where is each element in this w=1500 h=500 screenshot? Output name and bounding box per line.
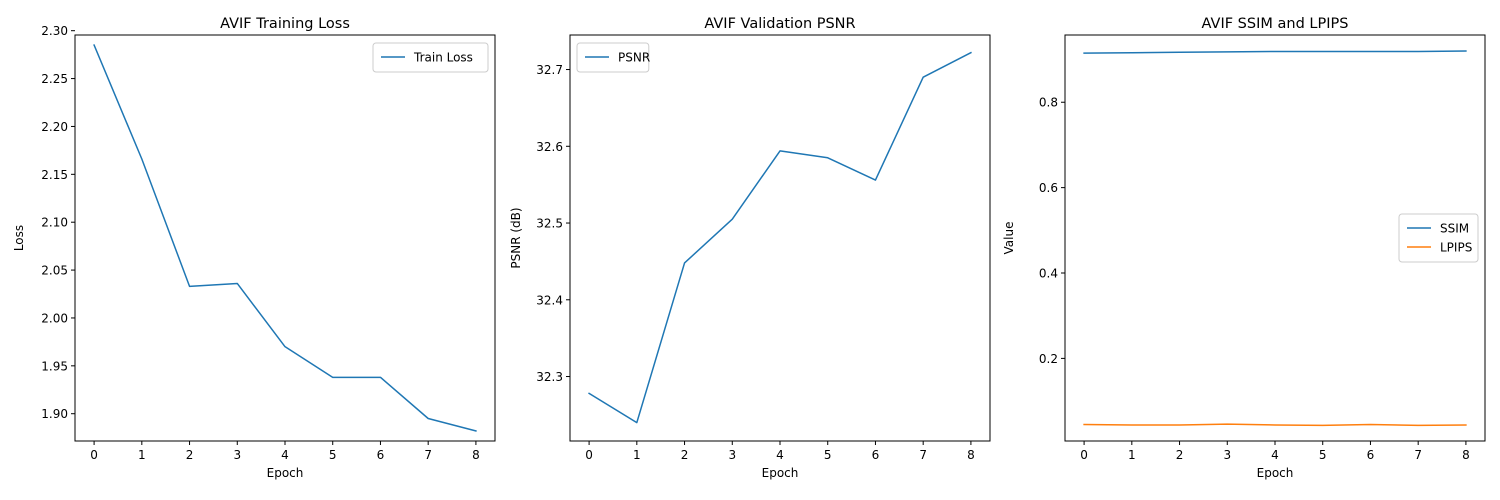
y-tick-label: 0.6 [1039,181,1058,195]
x-axis-label: Epoch [1257,466,1294,480]
chart-panel-1: AVIF Training Loss 0 1 2 3 4 5 6 7 8 1.90 1.95 2.00 2… [12,16,496,480]
x-tick-label: 6 [377,448,385,462]
legend-label: LPIPS [1440,241,1472,255]
x-tick-label: 0 [90,448,98,462]
x-tick-label: 2 [681,448,689,462]
plot-frame [74,34,496,442]
y-tick-label: 2.25 [41,72,68,86]
y-axis-label: Value [1002,222,1016,255]
x-tick-label: 8 [1462,448,1470,462]
y-tick-label: 1.95 [41,359,68,373]
x-tick-label: 2 [186,448,194,462]
x-tick-label: 2 [1176,448,1184,462]
x-tick-label: 1 [1128,448,1136,462]
x-tick-label: 3 [1223,448,1231,462]
plot-frame [569,34,991,442]
chart-panel-3: AVIF SSIM and LPIPS 0 1 2 3 4 5 6 7 8 0.2 0.4 0.6 0.8… [1002,16,1486,480]
x-tick-label: 3 [728,448,736,462]
series-line-lpips [1083,423,1467,427]
x-axis-label: Epoch [267,466,304,480]
x-tick-label: 0 [1080,448,1088,462]
y-tick-label: 0.2 [1039,352,1058,366]
x-tick-label: 6 [1367,448,1375,462]
series-line-train-loss [93,44,477,432]
chart-title: AVIF Training Loss [220,16,350,32]
y-tick-label: 32.3 [536,370,563,384]
x-tick-label: 5 [329,448,337,462]
legend-box [576,42,650,73]
series-line-psnr [588,51,972,424]
chart-panel-2: AVIF Validation PSNR 0 1 2 3 4 5 6 7 8 32.3 32.4 32.… [509,16,991,480]
y-tick-label: 32.6 [536,140,563,154]
y-tick-label: 1.90 [41,407,68,421]
y-axis-label: Loss [12,225,26,251]
x-tick-label: 6 [872,448,880,462]
x-tick-label: 1 [138,448,146,462]
x-tick-label: 8 [967,448,975,462]
y-tick-label: 2.20 [41,120,68,134]
x-tick-label: 0 [585,448,593,462]
x-tick-label: 5 [1319,448,1327,462]
y-tick-label: 2.30 [41,24,68,38]
legend: SSIM LPIPS [1398,213,1479,263]
legend: PSNR [576,42,650,73]
y-tick-label: 0.8 [1039,96,1058,110]
y-axis-label: PSNR (dB) [509,207,523,268]
y-tick-label: 2.00 [41,311,68,325]
y-tick-label: 2.10 [41,216,68,230]
series-line-ssim [1083,50,1467,54]
y-tick-label: 32.7 [536,63,563,77]
x-tick-label: 5 [824,448,832,462]
legend-box [1398,213,1479,263]
y-tick-label: 0.4 [1039,267,1058,281]
x-tick-label: 3 [233,448,241,462]
x-tick-label: 4 [776,448,784,462]
y-tick-label: 2.15 [41,168,68,182]
legend-label: PSNR [618,51,650,65]
x-tick-label: 4 [1271,448,1279,462]
x-tick-label: 7 [424,448,432,462]
x-axis-label: Epoch [762,466,799,480]
x-tick-label: 7 [1414,448,1422,462]
y-tick-label: 2.05 [41,264,68,278]
chart-title: AVIF SSIM and LPIPS [1202,16,1349,32]
x-tick-label: 7 [919,448,927,462]
legend-label: Train Loss [413,51,473,65]
x-tick-label: 8 [472,448,480,462]
legend-label: SSIM [1440,222,1469,236]
chart-title: AVIF Validation PSNR [704,16,855,32]
legend-box [372,42,489,73]
x-tick-label: 4 [281,448,289,462]
y-tick-label: 32.5 [536,217,563,231]
legend: Train Loss [372,42,489,73]
y-tick-label: 32.4 [536,293,563,307]
x-tick-label: 1 [633,448,641,462]
